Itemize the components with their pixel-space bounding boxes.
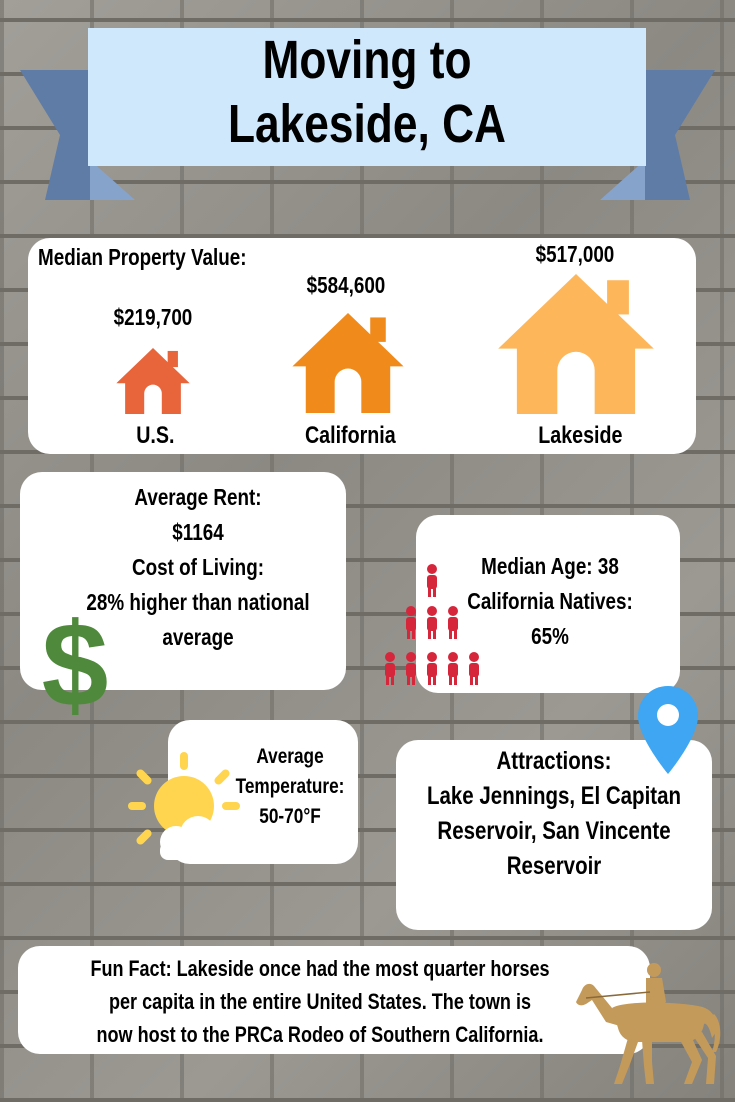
banner-panel — [88, 28, 646, 166]
cost-of-living-line1: 28% higher than national — [86, 589, 310, 615]
us-label: U.S. — [135, 422, 175, 449]
median-age-text: Median Age: 38 — [481, 553, 619, 579]
fun-fact-card — [18, 946, 650, 1054]
cost-card — [20, 472, 346, 690]
cost-of-living-label: Cost of Living: — [131, 554, 264, 580]
attractions-line1: Lake Jennings, El Capitan — [426, 782, 682, 810]
map-pin-icon — [638, 686, 698, 774]
sun-cloud-icon — [128, 752, 240, 860]
dollar-icon: $ — [41, 598, 109, 732]
lakeside-label: Lakeside — [537, 422, 623, 449]
house-icon-california — [292, 313, 404, 413]
property-heading: Median Property Value: — [38, 244, 247, 270]
attractions-line3: Reservoir — [506, 852, 602, 880]
lakeside-value: $517,000 — [535, 241, 615, 267]
temperature-value: 50-70°F — [259, 805, 321, 828]
cost-of-living-line2: average — [162, 624, 234, 650]
house-icon-lakeside — [498, 274, 654, 414]
us-value: $219,700 — [113, 304, 193, 330]
california-label: California — [304, 422, 396, 449]
temperature-label-line1: Average — [256, 745, 324, 768]
median-age-card — [416, 515, 680, 693]
attractions-card — [396, 740, 712, 930]
fun-fact-line3: now host to the PRCa Rodeo of Southern C… — [96, 1022, 544, 1047]
california-value: $584,600 — [306, 272, 386, 298]
house-icon-us — [116, 348, 190, 414]
fun-fact-line2: per capita in the entire United States. … — [108, 989, 532, 1014]
horse-rider-icon — [576, 963, 721, 1084]
page-title-line2: Lakeside, CA — [227, 94, 507, 154]
rent-label: Average Rent: — [134, 484, 262, 510]
people-pyramid-icon — [385, 564, 479, 685]
attractions-line2: Reservoir, San Vincente — [437, 817, 671, 845]
temperature-label-line2: Temperature: — [235, 775, 345, 798]
natives-value: 65% — [531, 623, 569, 649]
rent-value: $1164 — [172, 519, 224, 545]
attractions-heading: Attractions: — [496, 747, 612, 775]
natives-label: California Natives: — [467, 588, 633, 614]
ribbon-tails — [20, 70, 715, 200]
page-title-line1: Moving to — [262, 30, 472, 90]
fun-fact-line1: Fun Fact: Lakeside once had the most qua… — [90, 956, 550, 981]
